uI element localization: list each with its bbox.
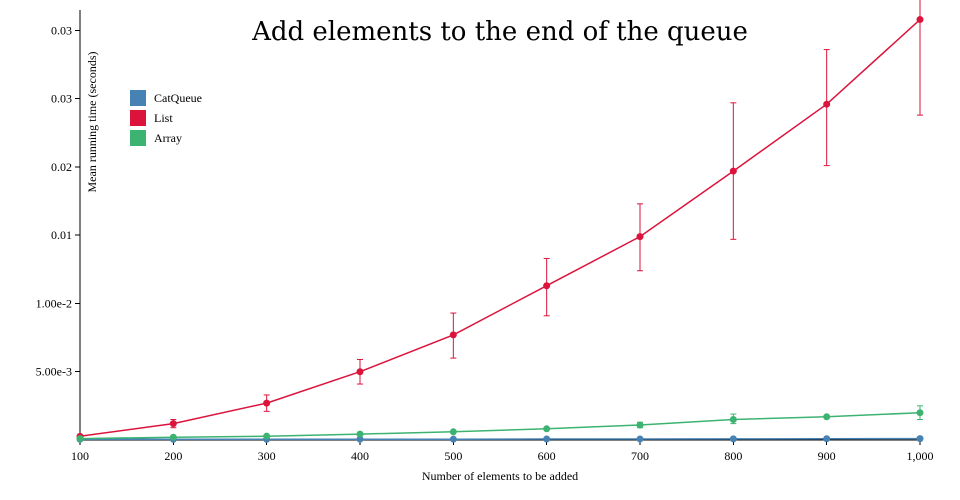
y-axis-label: Mean running time (seconds) bbox=[85, 52, 99, 193]
data-point bbox=[916, 16, 924, 24]
data-point bbox=[636, 421, 644, 429]
legend-swatch-list bbox=[130, 110, 146, 126]
y-tick-label: 0.01 bbox=[51, 228, 72, 242]
y-tick-label: 1.00e-2 bbox=[36, 296, 72, 310]
data-point bbox=[916, 409, 924, 417]
data-point bbox=[356, 368, 364, 376]
x-tick-label: 500 bbox=[444, 449, 462, 463]
x-tick-label: 1,000 bbox=[907, 449, 934, 463]
series-line-list bbox=[79, 19, 921, 438]
x-tick-label: 600 bbox=[538, 449, 556, 463]
x-tick-label: 300 bbox=[258, 449, 276, 463]
legend-swatch-array bbox=[130, 130, 146, 146]
legend-label-list: List bbox=[154, 111, 173, 125]
x-axis-label: Number of elements to be added bbox=[422, 469, 578, 483]
data-point bbox=[729, 416, 737, 424]
data-point bbox=[449, 331, 457, 339]
series-array bbox=[76, 405, 924, 443]
data-point bbox=[729, 435, 737, 443]
data-point bbox=[729, 167, 737, 175]
data-point bbox=[543, 435, 551, 443]
data-point bbox=[356, 435, 364, 443]
x-tick-label: 900 bbox=[818, 449, 836, 463]
series-layer bbox=[76, 0, 924, 443]
data-point bbox=[76, 435, 84, 443]
chart-title: Add elements to the end of the queue bbox=[251, 17, 748, 47]
data-point bbox=[636, 435, 644, 443]
x-axis: 100 200 300 400 500 600 700 800 900 1,000 bbox=[71, 440, 934, 463]
legend-label-array: Array bbox=[154, 131, 182, 145]
data-point bbox=[543, 425, 551, 433]
x-tick-label: 200 bbox=[164, 449, 182, 463]
series-line-array bbox=[79, 411, 921, 440]
data-point bbox=[263, 432, 271, 440]
data-point bbox=[823, 413, 831, 421]
data-point bbox=[449, 435, 457, 443]
data-point bbox=[916, 435, 924, 443]
x-tick-label: 700 bbox=[631, 449, 649, 463]
legend: CatQueue List Array bbox=[130, 90, 202, 146]
data-point bbox=[169, 433, 177, 441]
legend-label-catqueue: CatQueue bbox=[154, 91, 202, 105]
data-point bbox=[356, 430, 364, 438]
y-tick-label: 5.00e-3 bbox=[36, 365, 72, 379]
data-point bbox=[263, 399, 271, 407]
y-tick-label: 0.03 bbox=[51, 23, 72, 37]
data-point bbox=[823, 435, 831, 443]
data-point bbox=[823, 100, 831, 108]
data-point bbox=[169, 420, 177, 428]
data-point bbox=[636, 233, 644, 241]
x-tick-label: 800 bbox=[724, 449, 742, 463]
series-line-catqueue bbox=[80, 437, 921, 441]
y-tick-label: 0.02 bbox=[51, 160, 72, 174]
y-axis: 5.00e-3 1.00e-2 0.01 0.02 0.03 0.03 bbox=[36, 23, 80, 379]
y-tick-label: 0.03 bbox=[51, 92, 72, 106]
x-tick-label: 100 bbox=[71, 449, 89, 463]
data-point bbox=[449, 428, 457, 436]
x-tick-label: 400 bbox=[351, 449, 369, 463]
series-list bbox=[76, 0, 924, 440]
data-point bbox=[543, 282, 551, 290]
legend-swatch-catqueue bbox=[130, 90, 146, 106]
plot-area: 5.00e-3 1.00e-2 0.01 0.02 0.03 0.03 100 200 300… bbox=[36, 0, 934, 463]
